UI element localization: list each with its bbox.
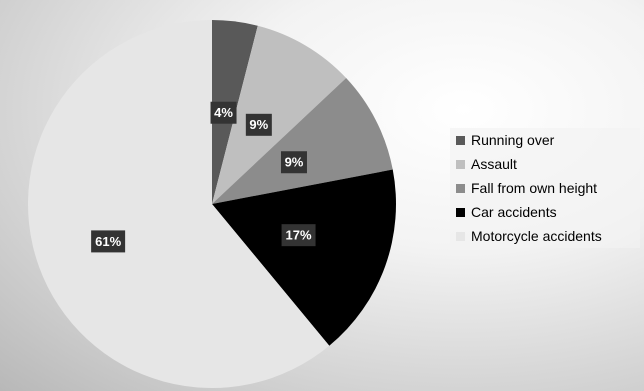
data-label-text: 61%	[95, 234, 121, 249]
legend-label: Car accidents	[471, 204, 557, 220]
legend-label: Fall from own height	[471, 180, 597, 196]
data-label-running-over: 4%	[211, 102, 237, 124]
legend: Running over Assault Fall from own height C…	[450, 128, 640, 248]
legend-item-motorcycle-accidents: Motorcycle accidents	[450, 224, 640, 248]
legend-swatch	[456, 136, 465, 145]
data-label-text: 9%	[249, 117, 268, 132]
legend-swatch	[456, 208, 465, 217]
data-label-assault: 9%	[246, 114, 272, 136]
legend-label: Assault	[471, 156, 517, 172]
data-label-text: 4%	[214, 105, 233, 120]
legend-swatch	[456, 184, 465, 193]
legend-label: Motorcycle accidents	[471, 228, 602, 244]
legend-item-fall-from-own-height: Fall from own height	[450, 176, 640, 200]
legend-item-assault: Assault	[450, 152, 640, 176]
legend-label: Running over	[471, 132, 554, 148]
data-label-motorcycle-accidents: 61%	[91, 230, 125, 252]
data-label-text: 9%	[285, 155, 304, 170]
data-label-car-accidents: 17%	[282, 224, 316, 246]
legend-swatch	[456, 160, 465, 169]
data-label-text: 17%	[286, 228, 312, 243]
legend-item-car-accidents: Car accidents	[450, 200, 640, 224]
data-label-fall-from-own-height: 9%	[281, 151, 307, 173]
legend-swatch	[456, 232, 465, 241]
legend-item-running-over: Running over	[450, 128, 640, 152]
